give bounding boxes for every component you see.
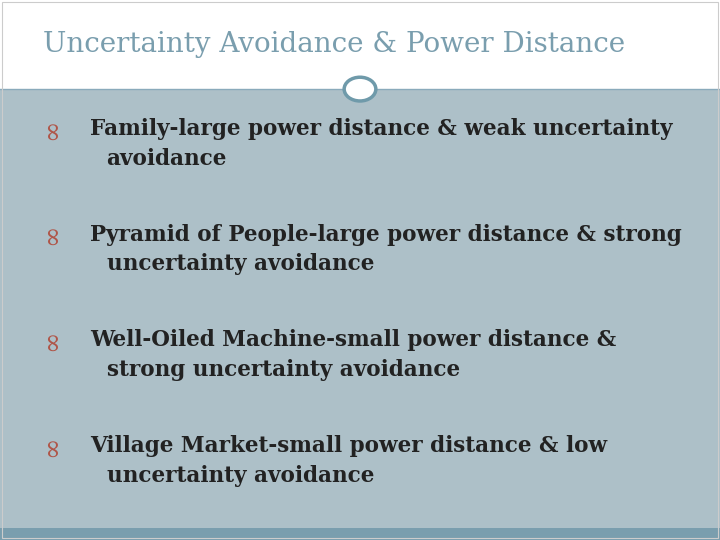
Circle shape [344,77,376,101]
Text: uncertainty avoidance: uncertainty avoidance [107,464,374,487]
Text: Village Market-small power distance & low: Village Market-small power distance & lo… [90,435,607,457]
Text: uncertainty avoidance: uncertainty avoidance [107,253,374,275]
Text: Family-large power distance & weak uncertainty: Family-large power distance & weak uncer… [90,118,672,140]
Text: avoidance: avoidance [107,147,227,170]
Text: ∞: ∞ [40,118,65,140]
Text: ∞: ∞ [40,224,65,245]
Text: ∞: ∞ [40,329,65,351]
FancyBboxPatch shape [0,0,720,89]
Text: Uncertainty Avoidance & Power Distance: Uncertainty Avoidance & Power Distance [43,31,626,58]
FancyBboxPatch shape [0,89,720,528]
Text: strong uncertainty avoidance: strong uncertainty avoidance [107,359,459,381]
FancyBboxPatch shape [0,528,720,540]
Text: ∞: ∞ [40,435,65,457]
Text: Well-Oiled Machine-small power distance &: Well-Oiled Machine-small power distance … [90,329,616,352]
Text: Pyramid of People-large power distance & strong: Pyramid of People-large power distance &… [90,224,682,246]
